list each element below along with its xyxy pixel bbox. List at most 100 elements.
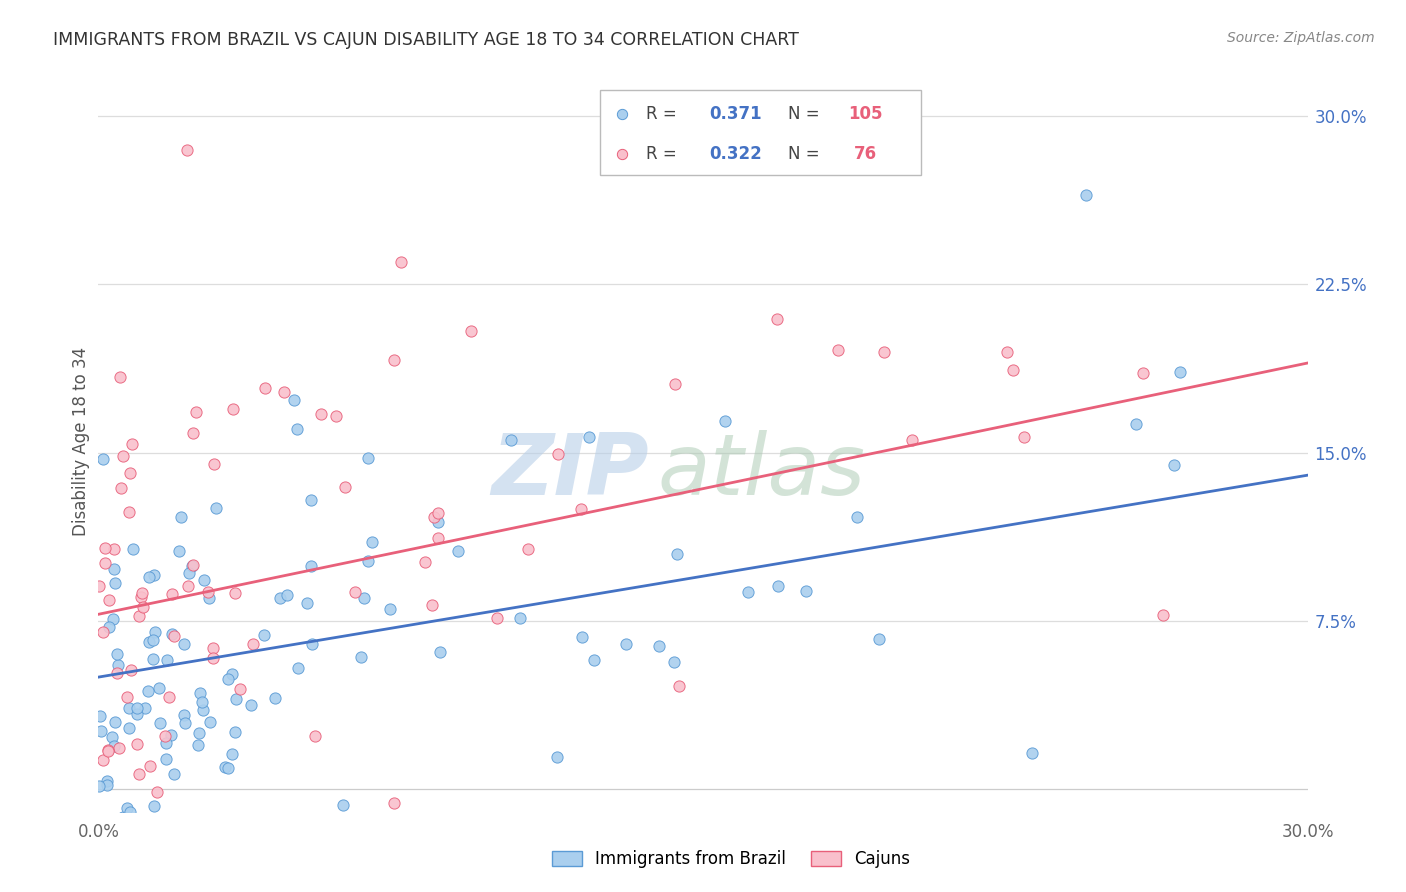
- Point: [214, 760, 236, 774]
- Point: [155, 752, 177, 766]
- Point: [664, 656, 686, 670]
- Point: [179, 566, 201, 581]
- Point: [349, 650, 371, 665]
- Point: [664, 377, 686, 392]
- Y-axis label: Disability Age 18 to 34: Disability Age 18 to 34: [72, 347, 90, 536]
- Point: [1163, 458, 1185, 472]
- Point: [647, 639, 669, 653]
- Point: [146, 785, 169, 799]
- Point: [198, 591, 221, 606]
- Point: [131, 590, 153, 604]
- Text: N =: N =: [787, 145, 820, 162]
- Point: [103, 739, 125, 753]
- Point: [125, 737, 148, 751]
- Text: 76: 76: [855, 145, 877, 162]
- Point: [187, 738, 209, 752]
- Point: [138, 635, 160, 649]
- Point: [118, 505, 141, 519]
- Point: [142, 652, 165, 666]
- Point: [103, 612, 125, 626]
- Point: [202, 457, 225, 471]
- Point: [1021, 746, 1043, 760]
- Point: [105, 665, 128, 680]
- Point: [128, 767, 150, 781]
- Point: [343, 584, 366, 599]
- Point: [181, 559, 204, 574]
- Text: IMMIGRANTS FROM BRAZIL VS CAJUN DISABILITY AGE 18 TO 34 CORRELATION CHART: IMMIGRANTS FROM BRAZIL VS CAJUN DISABILI…: [53, 31, 799, 49]
- Point: [125, 707, 148, 722]
- Point: [94, 541, 117, 555]
- Point: [111, 810, 134, 824]
- Point: [304, 730, 326, 744]
- Point: [202, 641, 225, 656]
- Point: [382, 352, 405, 367]
- Point: [499, 434, 522, 448]
- Point: [136, 684, 159, 698]
- Point: [131, 586, 153, 600]
- Point: [297, 596, 319, 610]
- Point: [105, 647, 128, 661]
- Point: [333, 480, 356, 494]
- Point: [426, 532, 449, 546]
- Point: [91, 624, 114, 639]
- Point: [360, 534, 382, 549]
- Point: [110, 370, 132, 384]
- Point: [766, 312, 789, 326]
- Point: [134, 701, 156, 715]
- Point: [96, 778, 118, 792]
- Text: R =: R =: [647, 145, 682, 162]
- Point: [276, 588, 298, 602]
- Point: [139, 758, 162, 772]
- Point: [264, 690, 287, 705]
- Point: [827, 343, 849, 357]
- Text: 105: 105: [848, 104, 883, 123]
- Point: [142, 633, 165, 648]
- Point: [509, 611, 531, 625]
- Point: [87, 779, 110, 793]
- Point: [141, 824, 163, 838]
- Point: [583, 653, 606, 667]
- Point: [193, 573, 215, 587]
- Point: [118, 700, 141, 714]
- Point: [356, 554, 378, 568]
- Point: [103, 561, 125, 575]
- Point: [148, 681, 170, 696]
- Point: [159, 690, 181, 704]
- Point: [169, 544, 191, 558]
- Point: [205, 501, 228, 516]
- Point: [104, 714, 127, 729]
- Point: [148, 716, 170, 731]
- Point: [714, 413, 737, 427]
- Point: [89, 709, 111, 723]
- Point: [868, 632, 890, 646]
- Point: [389, 255, 412, 269]
- Point: [191, 695, 214, 709]
- Point: [202, 650, 225, 665]
- Point: [332, 797, 354, 812]
- Point: [120, 825, 142, 839]
- Point: [188, 686, 211, 700]
- Point: [224, 586, 246, 600]
- Point: [205, 828, 228, 842]
- Point: [110, 481, 132, 495]
- Point: [429, 645, 451, 659]
- Point: [578, 430, 600, 444]
- Point: [143, 568, 166, 582]
- Point: [90, 723, 112, 738]
- Point: [460, 324, 482, 338]
- Point: [132, 600, 155, 615]
- FancyBboxPatch shape: [600, 90, 921, 175]
- Text: atlas: atlas: [657, 430, 865, 513]
- Point: [183, 558, 205, 572]
- Point: [142, 799, 165, 814]
- Point: [1152, 607, 1174, 622]
- Point: [846, 510, 869, 524]
- Point: [485, 611, 508, 625]
- Text: N =: N =: [787, 104, 820, 123]
- Point: [737, 585, 759, 599]
- Point: [668, 679, 690, 693]
- Point: [1002, 363, 1025, 377]
- Point: [122, 541, 145, 556]
- Point: [115, 801, 138, 815]
- Point: [108, 740, 131, 755]
